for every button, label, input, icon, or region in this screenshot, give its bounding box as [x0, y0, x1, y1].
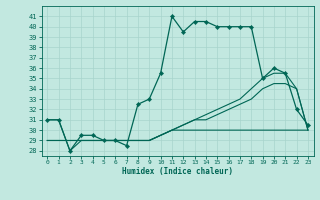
- X-axis label: Humidex (Indice chaleur): Humidex (Indice chaleur): [122, 167, 233, 176]
